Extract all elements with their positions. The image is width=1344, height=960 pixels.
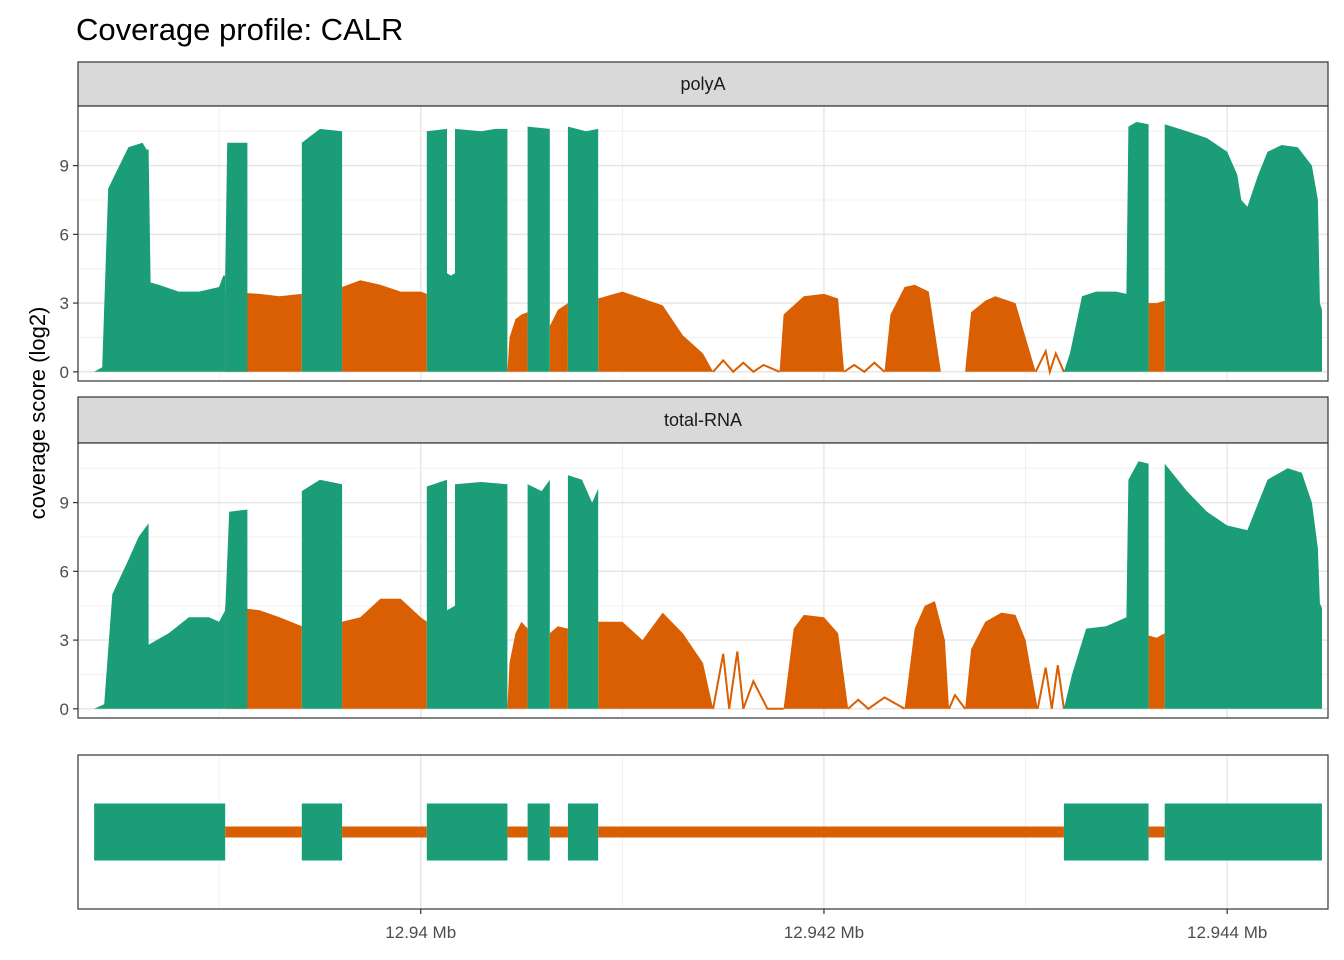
exon-coverage-area [1063,122,1149,372]
chart-title: Coverage profile: CALR [76,12,403,47]
exon-coverage-area [301,128,343,372]
intron-coverage-area [1148,300,1165,372]
intron-coverage-area [598,612,714,709]
y-tick-label: 3 [60,631,69,650]
exon-block [1164,803,1322,861]
exon-block [301,803,343,861]
x-tick-label: 12.942 Mb [784,923,864,942]
intron-coverage-area [965,296,1036,372]
intron-coverage-area [884,284,941,372]
exon-coverage-area [1063,461,1149,709]
intron-coverage-area [549,626,568,709]
y-tick-label: 3 [60,294,69,313]
exon-block [426,803,508,861]
intron-coverage-area [507,312,528,372]
exon-coverage-area [1164,463,1322,709]
panel-border [77,442,1329,719]
intron-coverage-area [904,601,949,709]
intron-segment [225,826,302,838]
gene-panel-border [77,754,1329,910]
intron-coverage-area [779,293,845,372]
intron-segment [507,826,528,838]
intron-coverage-line [1036,665,1065,709]
y-tick-label: 0 [60,700,69,719]
y-tick-label: 9 [60,157,69,176]
exon-coverage-area [527,479,550,709]
intron-segment [549,826,568,838]
exon-block [527,803,550,861]
plot-area: polyA 0 3 6 9 total-RNA 0 3 6 9 12.94 Mb 12.942 Mb 1… [60,61,1329,942]
exon-coverage-area [1164,124,1322,372]
panel-border [77,105,1329,382]
exon-block [94,803,226,861]
intron-coverage-line [1034,348,1065,376]
y-tick-label: 9 [60,494,69,513]
y-tick-label: 6 [60,225,69,244]
intron-coverage-line [843,361,886,374]
intron-coverage-area [549,303,568,372]
intron-coverage-line [948,693,966,710]
intron-coverage-area [342,598,427,709]
intron-coverage-line [712,358,780,374]
facet-label-total-RNA: total-RNA [664,410,742,430]
x-tick-label: 12.944 Mb [1187,923,1267,942]
exon-coverage-area [426,128,508,372]
exon-coverage-area [426,479,508,709]
exon-block [1063,803,1149,861]
intron-coverage-area [342,280,427,372]
x-tick-label: 12.94 Mb [385,923,456,942]
facet-strip-total-RNA [77,396,1329,444]
exon-coverage-area [225,142,248,372]
facet-strip-polyA [77,61,1329,107]
intron-coverage-line [712,651,784,710]
facet-label-polyA: polyA [680,74,725,94]
y-axis-title: coverage score (log2) [25,307,50,520]
y-tick-label: 0 [60,363,69,382]
intron-segment [598,826,1064,838]
intron-coverage-area [598,291,714,372]
exon-coverage-area [527,126,550,372]
intron-coverage-area [507,621,528,709]
exon-coverage-area [301,479,343,709]
exon-block [567,803,599,861]
intron-coverage-area [965,612,1038,709]
intron-coverage-line [847,696,906,711]
exon-coverage-area [225,509,248,709]
intron-coverage-area [1148,633,1165,709]
exon-coverage-area [567,126,599,372]
intron-segment [1148,826,1165,838]
y-tick-label: 6 [60,562,69,581]
exon-coverage-area [567,475,599,709]
exon-coverage-area [94,142,226,372]
intron-segment [342,826,427,838]
exon-coverage-area [94,523,226,709]
intron-coverage-area [783,614,849,709]
